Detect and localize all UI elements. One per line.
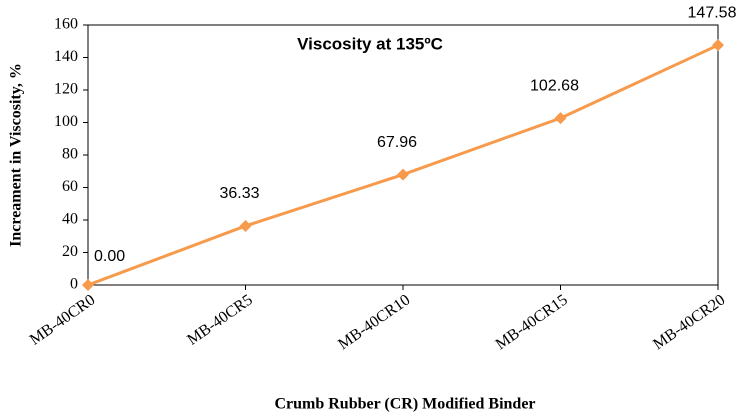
x-tick-label: MB-40CR20 xyxy=(650,291,728,353)
y-tick-label: 80 xyxy=(62,146,78,163)
marker xyxy=(554,112,567,125)
y-tick-label: 20 xyxy=(62,243,78,260)
x-tick-label: MB-40CR5 xyxy=(184,291,256,348)
marker xyxy=(712,39,724,52)
y-tick-label: 60 xyxy=(62,178,78,195)
x-axis-label: Crumb Rubber (CR) Modified Binder xyxy=(274,396,535,413)
y-tick-label: 40 xyxy=(62,211,78,228)
y-tick-label: 140 xyxy=(54,48,78,65)
data-label: 36.33 xyxy=(219,185,259,202)
data-label: 0.00 xyxy=(94,248,125,265)
data-label: 147.58 xyxy=(688,4,737,21)
x-tick-label: MB-40CR10 xyxy=(335,291,413,353)
y-tick-label: 160 xyxy=(54,16,78,33)
x-tick-label: MB-40CR15 xyxy=(493,291,571,353)
marker xyxy=(239,219,252,232)
chart-title: Viscosity at 135ºC xyxy=(297,34,443,53)
y-axis-label: Increament in Viscosity, % xyxy=(8,63,25,247)
marker xyxy=(82,279,94,291)
line xyxy=(87,43,719,287)
data-label: 102.68 xyxy=(530,77,579,94)
marker xyxy=(397,168,409,181)
y-tick-label: 100 xyxy=(54,113,78,130)
y-tick-label: 0 xyxy=(70,276,78,293)
x-tick-label: MB-40CR0 xyxy=(27,291,99,348)
data-label: 67.96 xyxy=(377,134,417,151)
y-tick-label: 120 xyxy=(54,81,78,98)
plot-area xyxy=(87,24,719,286)
